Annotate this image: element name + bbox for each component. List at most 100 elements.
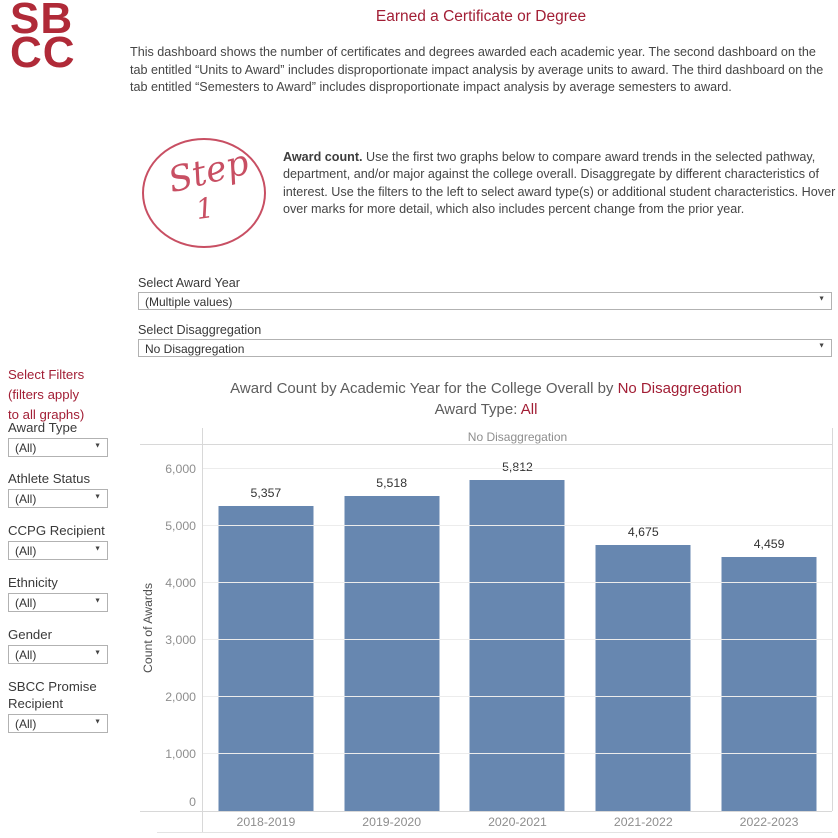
chart-subtitle-text: Award Type: [434, 401, 521, 418]
x-axis-label: 2018-2019 [236, 815, 296, 829]
bar-2018-2019[interactable] [218, 505, 314, 811]
ccpg-recipient-select[interactable]: (All) ▼ [8, 541, 108, 560]
sidebar-heading-line: Select Filters [8, 367, 85, 382]
y-axis-tick: 5,000 [165, 518, 196, 533]
chevron-down-icon: ▼ [818, 342, 825, 350]
step-1-circle [142, 138, 266, 248]
column-header: No Disaggregation [467, 430, 568, 444]
bar-band: 5,357 [203, 444, 329, 811]
gridline [203, 468, 832, 469]
chart-title-highlight: No Disaggregation [617, 380, 742, 397]
filter-value: (All) [15, 717, 37, 731]
logo-line-1: SB [10, 0, 74, 43]
filter-value: (All) [15, 544, 37, 558]
pane-top-border [140, 444, 832, 445]
gridline [203, 639, 832, 640]
bar-value-label: 5,518 [376, 476, 408, 491]
award-year-label: Select Award Year [138, 276, 240, 290]
chevron-down-icon: ▼ [94, 545, 101, 553]
chart-title-line1: Award Count by Academic Year for the Col… [140, 378, 832, 399]
bar-band: 4,459 [706, 444, 832, 811]
filter-label: SBCC Promise Recipient [8, 679, 97, 711]
x-axis-label: 2019-2020 [362, 815, 422, 829]
y-axis-tick: 3,000 [165, 632, 196, 647]
sidebar-heading: Select Filters (filters apply to all gra… [8, 365, 84, 425]
filter-label: CCPG Recipient [8, 523, 105, 538]
chevron-down-icon: ▼ [818, 295, 825, 303]
athlete-status-select[interactable]: (All) ▼ [8, 489, 108, 508]
chevron-down-icon: ▼ [94, 442, 101, 450]
filter-value: (All) [15, 492, 37, 506]
chevron-down-icon: ▼ [94, 493, 101, 501]
sidebar-heading-line: (filters apply [8, 387, 80, 402]
chart-title: Award Count by Academic Year for the Col… [140, 378, 832, 420]
filter-group-sbcc-promise-recipient: SBCC Promise Recipient (All) ▼ [8, 678, 120, 733]
disaggregation-select[interactable]: No Disaggregation ▼ [138, 339, 832, 357]
filter-group-award-type: Award Type (All) ▼ [8, 419, 120, 457]
bar-value-label: 4,459 [753, 536, 785, 551]
disaggregation-label: Select Disaggregation [138, 323, 262, 337]
bar-band: 4,675 [580, 444, 706, 811]
bar-2022-2023[interactable] [721, 556, 817, 811]
filter-value: (All) [15, 648, 37, 662]
award-year-value: (Multiple values) [145, 295, 233, 309]
x-axis-line [140, 811, 832, 812]
chart-subtitle-highlight: All [520, 401, 538, 418]
x-axis: 2018-2019 2019-2020 2020-2021 2021-2022 … [203, 815, 832, 829]
chevron-down-icon: ▼ [94, 649, 101, 657]
gridline [203, 582, 832, 583]
sbcc-promise-recipient-select[interactable]: (All) ▼ [8, 714, 108, 733]
gridline [203, 696, 832, 697]
bar-value-label: 5,812 [502, 459, 533, 474]
y-axis-tick: 1,000 [165, 746, 196, 761]
y-axis-tick: 6,000 [165, 461, 196, 476]
step-body: Use the first two graphs below to compar… [283, 150, 836, 217]
award-type-select[interactable]: (All) ▼ [8, 438, 108, 457]
step-lead: Award count. [283, 150, 363, 164]
chevron-down-icon: ▼ [94, 597, 101, 605]
y-axis-tick: 2,000 [165, 689, 196, 704]
logo-line-2: CC [10, 28, 76, 77]
chart-pane: 5,357 5,518 5,812 4,675 4,459 [203, 444, 832, 811]
pane-right-border [832, 428, 833, 811]
bar-2020-2021[interactable] [469, 479, 565, 811]
bar-2021-2022[interactable] [595, 544, 691, 811]
chart-title-line2: Award Type: All [140, 399, 832, 420]
filter-value: (All) [15, 441, 37, 455]
x-axis-label: 2021-2022 [613, 815, 673, 829]
gridline [203, 525, 832, 526]
y-axis-tick: 0 [189, 795, 196, 809]
bottom-ruler [157, 832, 832, 833]
bar-value-label: 5,357 [250, 485, 282, 500]
x-axis-label: 2020-2021 [488, 815, 547, 829]
step-description: Award count. Use the first two graphs be… [283, 149, 837, 219]
sidebar-heading-line: to all graphs) [8, 407, 85, 422]
y-axis-line [202, 428, 203, 832]
sbcc-logo: SB CC [10, 0, 76, 77]
y-axis: 0 1,000 2,000 3,000 4,000 5,000 6,000 [140, 444, 196, 811]
chart-title-text: Award Count by Academic Year for the Col… [230, 380, 618, 397]
filter-group-gender: Gender (All) ▼ [8, 626, 120, 664]
filter-group-athlete-status: Athlete Status (All) ▼ [8, 470, 120, 508]
gender-select[interactable]: (All) ▼ [8, 645, 108, 664]
bar-band: 5,518 [329, 444, 455, 811]
filter-label: Award Type [8, 420, 78, 435]
filter-label: Gender [8, 627, 52, 642]
filter-value: (All) [15, 596, 37, 610]
award-year-select[interactable]: (Multiple values) ▼ [138, 292, 832, 310]
disaggregation-value: No Disaggregation [145, 342, 245, 356]
filter-label: Ethnicity [8, 575, 58, 590]
y-axis-tick: 4,000 [165, 575, 196, 590]
gridline [203, 753, 832, 754]
filter-group-ccpg-recipient: CCPG Recipient (All) ▼ [8, 522, 120, 560]
bar-2019-2020[interactable] [344, 496, 440, 811]
bar-value-label: 4,675 [627, 524, 659, 539]
ethnicity-select[interactable]: (All) ▼ [8, 593, 108, 612]
bar-band: 5,812 [455, 444, 581, 811]
page-title: Earned a Certificate or Degree [375, 8, 587, 25]
chevron-down-icon: ▼ [94, 718, 101, 726]
dashboard-description: This dashboard shows the number of certi… [130, 45, 824, 95]
filter-group-ethnicity: Ethnicity (All) ▼ [8, 574, 120, 612]
filter-label: Athlete Status [8, 471, 91, 486]
x-axis-label: 2022-2023 [739, 815, 799, 829]
